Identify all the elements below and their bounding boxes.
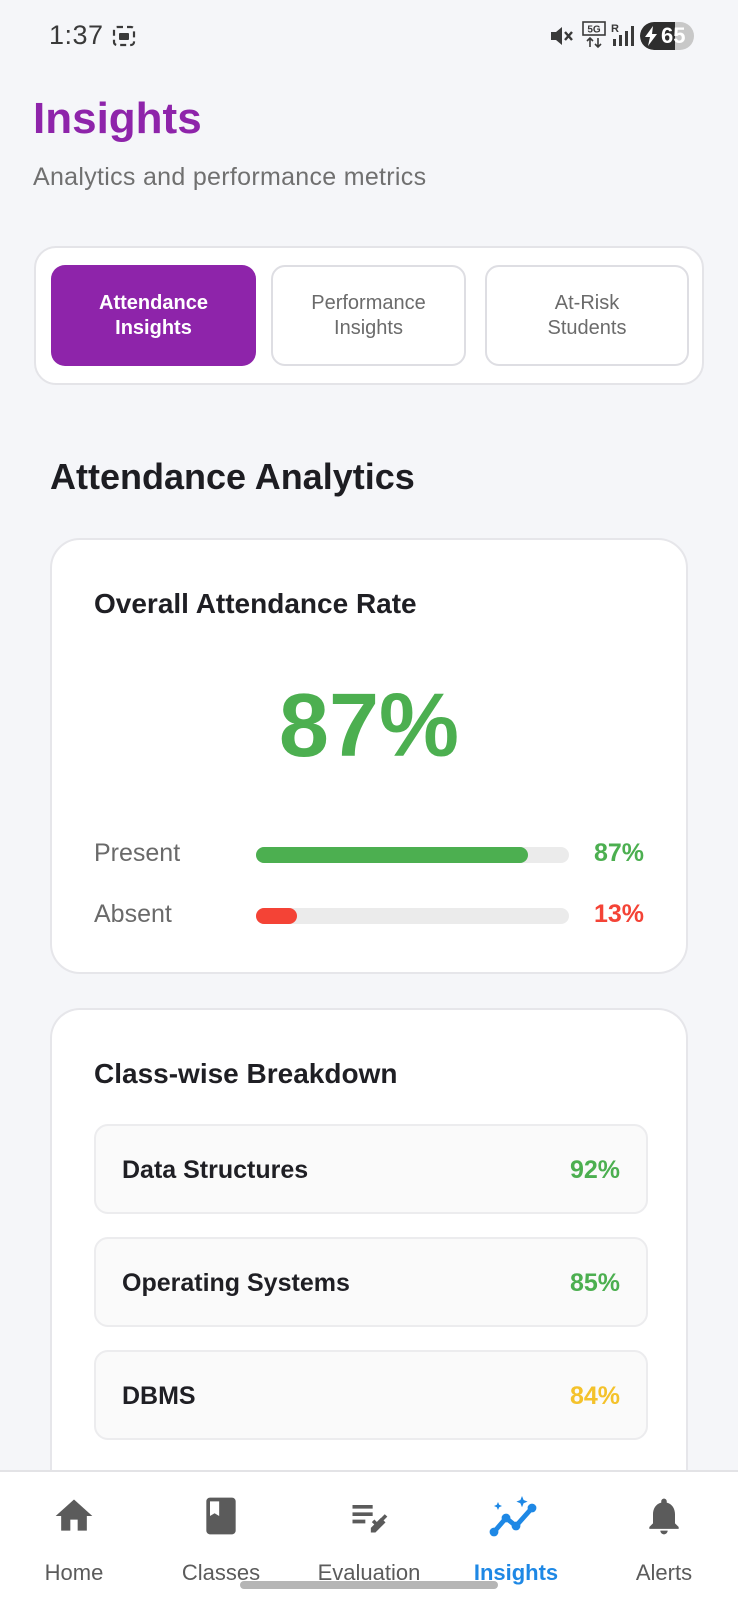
- home-gesture-indicator[interactable]: [240, 1581, 498, 1589]
- network-5g-icon: 5G: [582, 21, 608, 54]
- page-subtitle: Analytics and performance metrics: [33, 163, 427, 191]
- tab-attendance-insights[interactable]: Attendance Insights: [51, 265, 256, 366]
- book-icon: [199, 1494, 243, 1543]
- absent-label: Absent: [94, 900, 172, 928]
- edit-list-icon: [347, 1494, 391, 1543]
- tab-label: Attendance Insights: [99, 291, 208, 339]
- class-name: DBMS: [122, 1382, 196, 1410]
- home-icon: [52, 1494, 96, 1543]
- nav-evaluation[interactable]: Evaluation: [295, 1472, 443, 1600]
- svg-text:5G: 5G: [587, 25, 601, 36]
- card-title: Overall Attendance Rate: [94, 588, 417, 619]
- class-attendance-value: 85%: [569, 1269, 620, 1297]
- nav-label: Home: [44, 1560, 104, 1585]
- nav-label: Alerts: [635, 1560, 693, 1585]
- page-title: Insights: [33, 94, 202, 143]
- tab-label: At-Risk Students: [547, 291, 627, 339]
- svg-text:R: R: [611, 23, 619, 35]
- present-progress-fill: [256, 847, 529, 863]
- tab-at-risk-students[interactable]: At-Risk Students: [485, 265, 689, 366]
- nav-label: Evaluation: [317, 1560, 421, 1585]
- nav-home[interactable]: Home: [0, 1472, 148, 1600]
- class-attendance-value: 84%: [569, 1382, 620, 1410]
- bottom-navigation: Home Classes Evaluation: [0, 1470, 738, 1600]
- nav-label: Classes: [181, 1560, 261, 1585]
- nav-label: Insights: [473, 1560, 559, 1585]
- tab-label: Performance Insights: [311, 291, 426, 339]
- nav-insights[interactable]: Insights: [442, 1472, 590, 1600]
- absent-progress-track: [256, 908, 569, 924]
- class-item-operating-systems[interactable]: Operating Systems 85%: [94, 1237, 648, 1327]
- insights-tab-bar: Attendance Insights Performance Insights A…: [34, 246, 704, 385]
- class-name: Data Structures: [122, 1156, 309, 1184]
- present-value: 87%: [593, 839, 644, 867]
- overall-attendance-rate: 87%: [278, 676, 460, 776]
- class-item-dbms[interactable]: DBMS 84%: [94, 1350, 648, 1440]
- screenshot-icon: [112, 24, 136, 53]
- card-title: Class-wise Breakdown: [94, 1058, 398, 1089]
- section-title: Attendance Analytics: [50, 456, 415, 497]
- overall-attendance-card: Overall Attendance Rate 87% Present 87% …: [50, 538, 688, 974]
- absent-value: 13%: [593, 900, 644, 928]
- nav-alerts[interactable]: Alerts: [590, 1472, 738, 1600]
- charging-bolt-icon: [644, 26, 658, 50]
- nav-classes[interactable]: Classes: [147, 1472, 295, 1600]
- vibrate-mute-icon: [548, 24, 574, 53]
- status-time: 1:37: [49, 20, 104, 50]
- bell-icon: [642, 1494, 686, 1543]
- present-label: Present: [94, 839, 181, 867]
- signal-icon: R: [611, 22, 635, 53]
- battery-level: 65: [661, 23, 686, 48]
- status-bar: 1:37 5G R: [0, 0, 738, 70]
- class-breakdown-card: Class-wise Breakdown Data Structures 92%…: [50, 1008, 688, 1528]
- class-attendance-value: 92%: [569, 1156, 620, 1184]
- present-progress-track: [256, 847, 569, 863]
- battery-indicator: 65: [640, 22, 694, 50]
- tab-performance-insights[interactable]: Performance Insights: [271, 265, 466, 366]
- class-name: Operating Systems: [122, 1269, 350, 1297]
- absent-progress-fill: [256, 908, 297, 924]
- insights-icon: [488, 1494, 544, 1545]
- class-item-data-structures[interactable]: Data Structures 92%: [94, 1124, 648, 1214]
